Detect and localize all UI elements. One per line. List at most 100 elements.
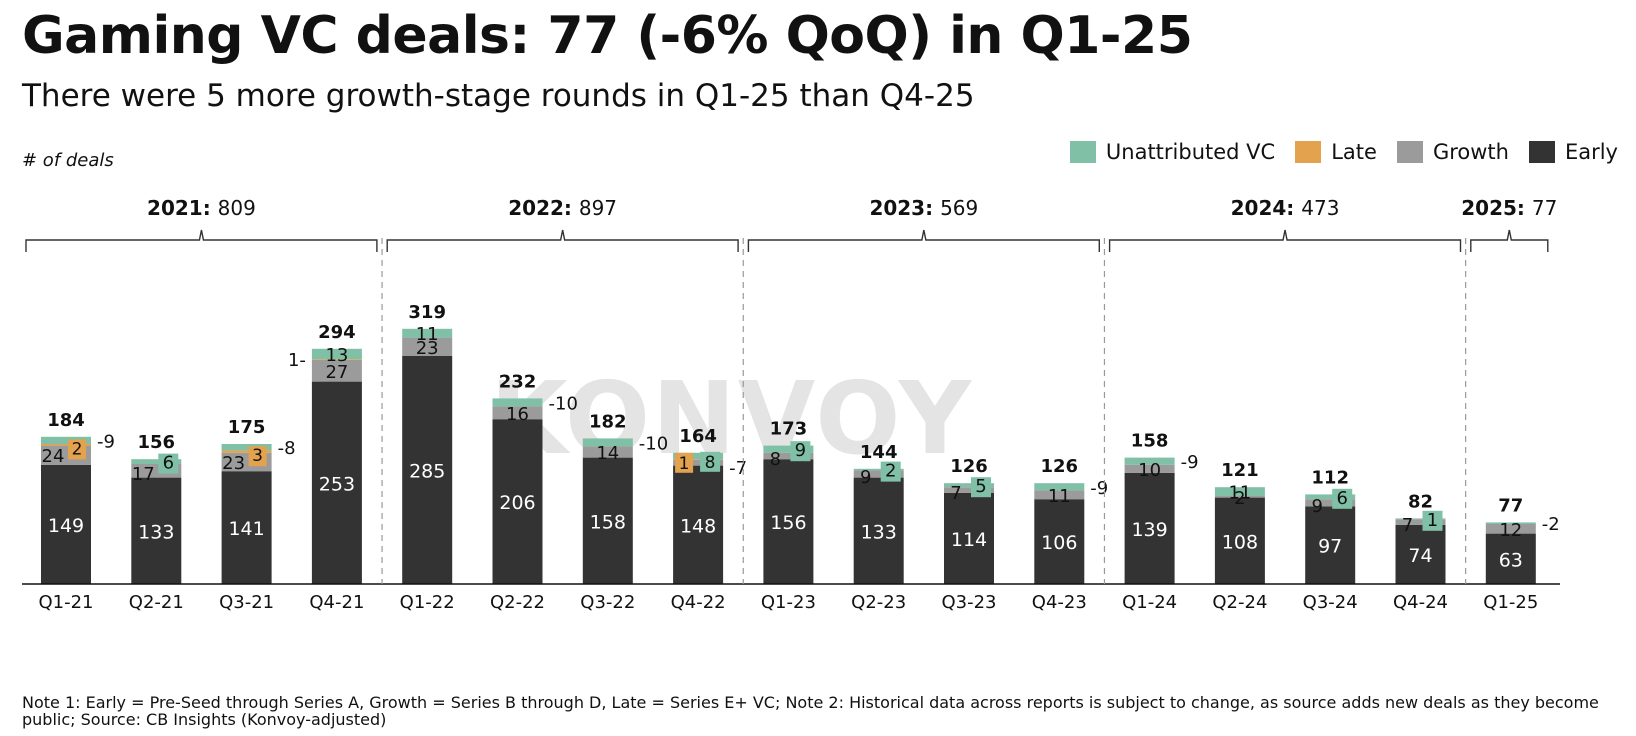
late-label-box-Q4-22: [675, 452, 694, 473]
unatt-label-box-Q3-24: [1332, 488, 1353, 509]
x-tick-label-Q3-21: Q3-21: [219, 592, 274, 613]
unatt-label-box-Q1-23: [790, 441, 811, 462]
bar-early-Q4-23: [1034, 499, 1085, 584]
bar-label-unattributed-Q2-22: -10: [549, 393, 578, 414]
legend-item-growth: Growth: [1396, 140, 1509, 164]
bar-total-Q3-22: 182: [589, 411, 627, 432]
x-tick-label-Q3-24: Q3-24: [1303, 592, 1358, 613]
bar-unattributed-Q4-24: [1395, 518, 1446, 520]
bar-label-growth-Q4-22: -7: [729, 458, 747, 479]
y-axis-label: # of deals: [22, 150, 114, 171]
year-label-4: 2025: 77: [1461, 196, 1557, 220]
year-bracket-3: [1108, 229, 1462, 252]
bar-label-growth-Q1-25: 12: [1499, 520, 1522, 541]
bar-growth-Q3-24: [1305, 499, 1356, 507]
bar-label-growth-Q2-22: 16: [506, 404, 529, 425]
x-tick-label-Q1-21: Q1-21: [38, 592, 93, 613]
x-tick-label-Q3-23: Q3-23: [941, 592, 996, 613]
bar-growth-Q1-22: [402, 337, 453, 356]
bar-total-Q4-23: 126: [1041, 456, 1079, 477]
legend-item-early: Early: [1528, 140, 1618, 164]
bar-label-growth-Q1-23: 8: [770, 449, 781, 470]
bar-growth-Q4-23: [1034, 490, 1085, 500]
bar-unattributed-Q3-24: [1305, 494, 1356, 500]
bar-unattributed-Q3-22: [582, 438, 633, 447]
bar-label-growth-Q2-23: 9: [860, 467, 871, 488]
bar-total-Q4-22: 164: [679, 426, 717, 447]
unatt-label-box-Q4-22: [700, 451, 721, 472]
bar-label-early-Q4-23: 106: [1041, 532, 1077, 554]
bar-label-unattributed-Q4-24: 1: [1427, 510, 1438, 531]
bar-label-unattributed-Q4-22: 8: [705, 453, 716, 473]
bar-early-Q1-24: [1124, 472, 1175, 584]
bar-growth-Q3-22: [582, 446, 633, 458]
bar-growth-Q1-25: [1485, 524, 1536, 534]
bar-label-unattributed-Q2-23: 2: [885, 461, 896, 482]
x-tick-label-Q4-23: Q4-23: [1032, 592, 1087, 613]
year-label-1: 2022: 897: [508, 196, 617, 220]
bar-unattributed-Q4-22: [673, 452, 724, 460]
legend-label-late: Late: [1331, 140, 1377, 164]
bar-unattributed-Q3-23: [944, 483, 994, 488]
bar-total-Q4-21: 294: [318, 322, 356, 343]
bar-unattributed-Q2-22: [492, 398, 543, 407]
bar-early-Q1-25: [1485, 533, 1536, 584]
bar-growth-Q2-24: [1214, 496, 1265, 498]
x-tick-label-Q4-21: Q4-21: [309, 592, 364, 613]
unatt-label-box-Q3-23: [971, 477, 991, 498]
x-tick-label-Q1-22: Q1-22: [400, 592, 455, 613]
bar-label-unattributed-Q3-24: 6: [1336, 488, 1347, 509]
x-tick-label-Q1-23: Q1-23: [761, 592, 816, 613]
bar-unattributed-Q1-25: [1485, 522, 1536, 524]
bar-unattributed-Q2-24: [1214, 487, 1265, 496]
bar-label-early-Q1-25: 63: [1499, 549, 1523, 571]
bar-total-Q3-24: 112: [1311, 467, 1349, 488]
footnote: Note 1: Early = Pre-Seed through Series …: [22, 693, 1599, 729]
bar-label-unattributed-Q1-21: -9: [97, 431, 115, 452]
year-label-0: 2021: 809: [147, 196, 256, 220]
bar-late-Q1-21: [41, 444, 91, 446]
bar-total-Q4-24: 82: [1408, 491, 1433, 512]
x-tick-label-Q2-22: Q2-22: [490, 592, 545, 613]
bar-label-growth-Q1-21: 24: [42, 446, 65, 467]
bar-total-Q1-25: 77: [1498, 495, 1523, 516]
bar-unattributed-Q1-21: [41, 436, 91, 444]
bar-unattributed-Q2-23: [853, 468, 904, 471]
bar-total-Q2-23: 144: [860, 442, 898, 463]
year-label-2: 2023: 569: [869, 196, 978, 220]
year-label-3: 2024: 473: [1231, 196, 1340, 220]
bar-early-Q2-24: [1214, 497, 1265, 584]
year-bracket-4: [1470, 229, 1549, 252]
bar-label-unattributed-Q2-24: 11: [1228, 483, 1251, 504]
bar-label-growth-Q2-21: 17: [132, 464, 155, 485]
bar-label-early-Q3-21: 141: [228, 518, 264, 540]
legend-item-unattributed: Unattributed VC: [1069, 140, 1276, 164]
legend-label-unattributed: Unattributed VC: [1105, 140, 1276, 164]
bar-label-unattributed-Q3-21: -8: [278, 438, 296, 459]
bar-total-Q2-22: 232: [499, 371, 537, 392]
bar-unattributed-Q1-24: [1124, 457, 1175, 465]
x-tick-label-Q2-21: Q2-21: [129, 592, 184, 613]
bar-total-Q1-23: 173: [770, 419, 808, 440]
year-bracket-0: [25, 229, 378, 252]
bar-total-Q3-21: 175: [228, 417, 266, 438]
bar-early-Q4-22: [673, 465, 724, 584]
bar-growth-Q2-23: [853, 470, 904, 478]
bar-label-growth-Q4-24: 7: [1402, 515, 1413, 536]
bar-label-unattributed-Q4-23: -9: [1090, 478, 1108, 499]
bar-growth-Q4-24: [1395, 519, 1446, 525]
bar-label-late-Q3-21: 3: [252, 446, 263, 466]
bar-growth-Q3-23: [944, 487, 994, 493]
legend-swatch-growth: [1396, 141, 1423, 163]
x-tick-label-Q2-24: Q2-24: [1212, 592, 1267, 613]
bar-total-Q1-22: 319: [408, 302, 446, 323]
year-bracket-1: [386, 229, 739, 252]
x-tick-label-Q2-23: Q2-23: [851, 592, 906, 613]
bar-label-growth-Q3-23: 7: [950, 483, 961, 504]
bar-label-early-Q4-21: 253: [319, 473, 355, 495]
bar-early-Q1-23: [763, 459, 814, 584]
bar-label-growth-Q3-21: 23: [222, 453, 245, 474]
bar-label-early-Q1-23: 156: [770, 512, 806, 534]
chart-title: Gaming VC deals: 77 (-6% QoQ) in Q1-25: [22, 6, 1193, 66]
bar-late-Q3-21: [221, 450, 272, 453]
